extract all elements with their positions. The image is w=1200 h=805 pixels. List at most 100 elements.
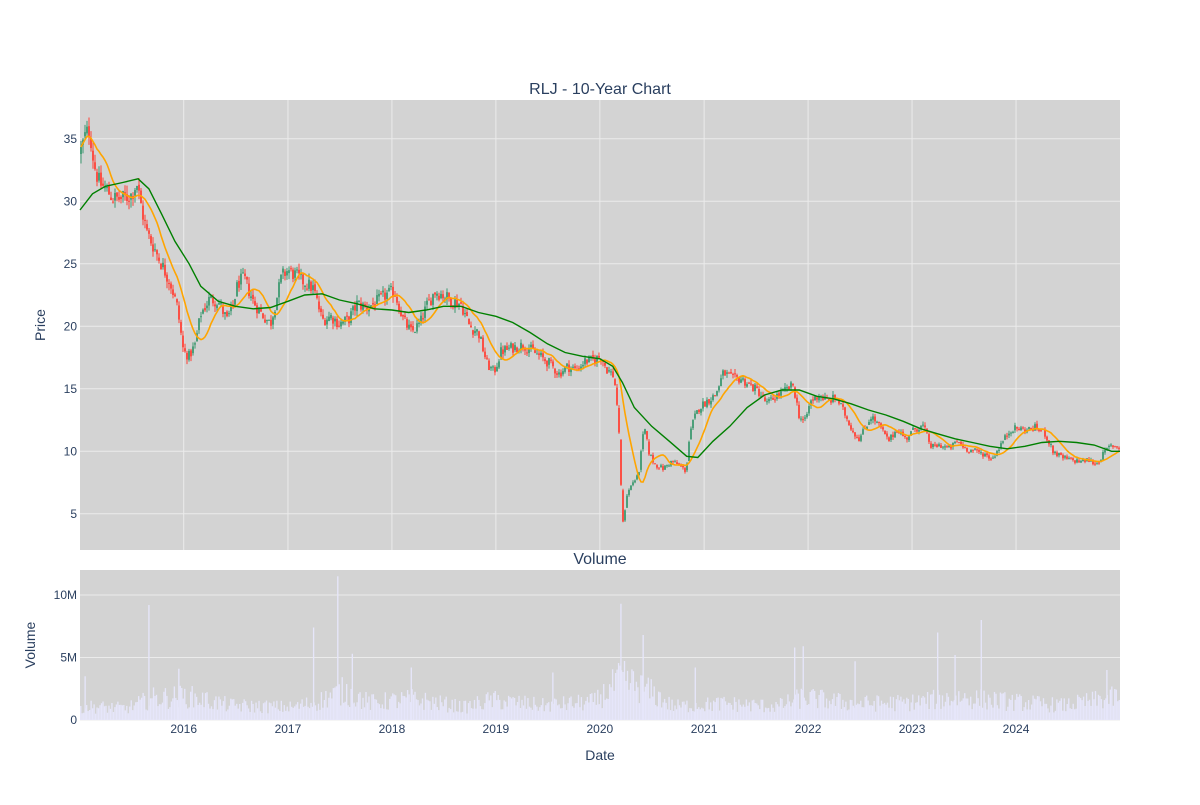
volume-bar [687, 712, 690, 720]
candle-body [314, 284, 316, 292]
volume-bar [694, 667, 696, 720]
price-y-tick-label: 30 [64, 194, 78, 208]
candle-body [284, 271, 286, 276]
candle-body [854, 432, 856, 437]
volume-bar [528, 706, 531, 720]
candle-body [784, 387, 786, 390]
candle-body [744, 379, 746, 386]
volume-bars [80, 576, 1120, 720]
candle-body [454, 299, 456, 309]
volume-bar [88, 709, 91, 720]
volume-bar [387, 709, 389, 720]
volume-bar [218, 696, 220, 720]
volume-bar [86, 705, 88, 720]
volume-bar [460, 712, 462, 720]
volume-bar [606, 698, 608, 720]
volume-bar [548, 702, 550, 720]
volume-bar [710, 702, 712, 720]
candle-body [730, 372, 732, 374]
volume-bar [791, 702, 794, 720]
candle-body [450, 297, 452, 307]
volume-bar [717, 697, 719, 720]
volume-bar [509, 697, 511, 720]
volume-bar [843, 707, 846, 720]
volume-bar [270, 703, 272, 720]
volume-bar [143, 695, 146, 720]
volume-bar [821, 689, 823, 720]
candle-body [988, 455, 990, 459]
volume-bar [442, 706, 444, 720]
volume-bar [885, 704, 887, 720]
candle-body [814, 396, 816, 401]
candle-body [80, 147, 82, 154]
candle-body [890, 434, 892, 440]
volume-bar [1063, 698, 1065, 720]
volume-bar [350, 688, 352, 720]
volume-bar [1102, 708, 1104, 720]
candle-body [948, 445, 950, 448]
candle-body [236, 282, 238, 297]
candle-body [598, 355, 600, 358]
volume-bar [1013, 710, 1015, 720]
date-x-tick-label: 2019 [483, 722, 510, 736]
candle-body [708, 399, 710, 404]
volume-bar [842, 699, 844, 720]
volume-bar [372, 694, 375, 720]
volume-bar [490, 695, 492, 720]
volume-bar [640, 675, 642, 720]
candle-body [620, 439, 622, 485]
volume-bar [1085, 693, 1088, 720]
volume-bar [1093, 699, 1095, 720]
candle-body [530, 344, 532, 348]
candle-body [594, 359, 596, 364]
volume-bar [253, 712, 256, 720]
volume-bar [880, 700, 883, 720]
candle-body [734, 373, 736, 375]
volume-bar [451, 699, 453, 720]
volume-bar [748, 702, 750, 720]
volume-bar [435, 697, 437, 720]
candle-body [322, 314, 324, 319]
candle-body [684, 468, 686, 472]
volume-bar [701, 707, 703, 720]
volume-bar [417, 700, 419, 720]
candle-body [138, 184, 140, 191]
candle-body [340, 321, 342, 327]
volume-bar [1111, 686, 1113, 720]
candle-body [158, 257, 160, 261]
candle-body [434, 292, 436, 295]
volume-bar [354, 706, 357, 720]
candle-body [294, 270, 296, 278]
candle-body [544, 358, 546, 362]
volume-bar [1074, 709, 1076, 720]
volume-bar [167, 708, 170, 720]
price-panel: 5 10 15 20 25 30 35 [64, 100, 1120, 550]
candle-body [956, 441, 958, 443]
candle-body [758, 389, 760, 396]
candle-body [1064, 456, 1066, 458]
candle-body [608, 370, 610, 372]
candle-body [656, 465, 658, 468]
volume-bar [496, 700, 498, 720]
volume-bar [589, 693, 592, 720]
candle-body [500, 347, 502, 359]
volume-bar [1022, 710, 1024, 720]
volume-bar [380, 708, 382, 720]
volume-bar [857, 703, 859, 720]
candle-body [564, 366, 566, 372]
volume-bar [521, 699, 523, 720]
volume-bar [475, 708, 477, 720]
price-chart-title: RLJ - 10-Year Chart [529, 81, 671, 98]
volume-bar [176, 700, 178, 720]
candle-body [228, 313, 230, 315]
candle-body [712, 395, 714, 401]
volume-bar [481, 709, 483, 720]
volume-bar [932, 689, 935, 720]
candle-body [292, 269, 294, 279]
volume-bar [987, 694, 990, 720]
candle-body [710, 400, 712, 405]
volume-bar [668, 696, 670, 720]
volume-bar [319, 709, 321, 720]
candle-body [696, 410, 698, 414]
volume-bar [377, 703, 379, 720]
